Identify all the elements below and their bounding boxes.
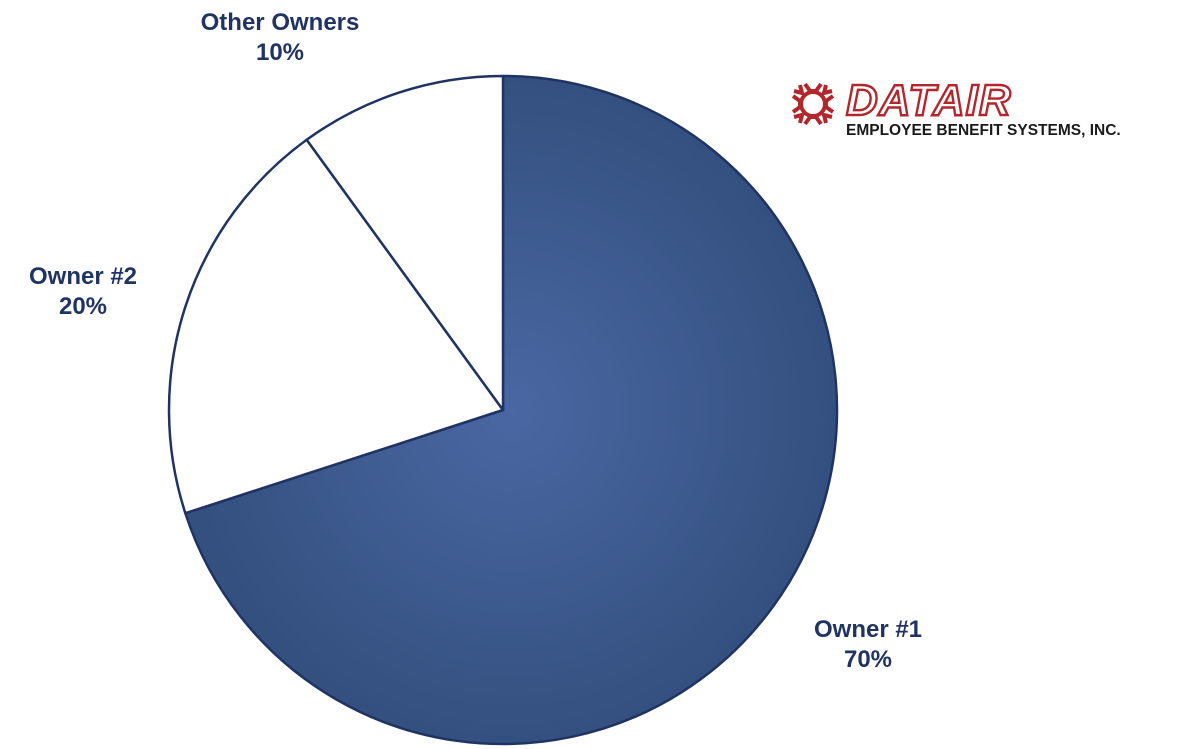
datair-logo: DATAIR EMPLOYEE BENEFIT SYSTEMS, INC. (791, 77, 1121, 139)
pie-slices (167, 74, 839, 746)
slice-label-name: Owner #1 (813, 616, 923, 643)
pie-slice-1 (184, 74, 839, 746)
pie-slice-3 (305, 74, 505, 412)
slice-label-2: Owner #2 20% (29, 262, 137, 322)
slice-label-value: 70% (843, 646, 893, 673)
slice-label-3: Other Owners 10% (201, 8, 360, 68)
slice-label-value: 20% (58, 293, 108, 320)
slice-label-1: Owner #1 70% (814, 615, 922, 675)
logo-wordmark: DATAIR (846, 77, 1012, 125)
slice-label-value: 10% (255, 39, 305, 66)
slice-label-name: Owner #2 (28, 263, 138, 290)
pie-slice-2 (167, 138, 505, 515)
datair-starburst-icon (791, 82, 835, 126)
logo-subtitle: EMPLOYEE BENEFIT SYSTEMS, INC. (846, 122, 1121, 139)
slice-label-name: Other Owners (200, 9, 360, 36)
